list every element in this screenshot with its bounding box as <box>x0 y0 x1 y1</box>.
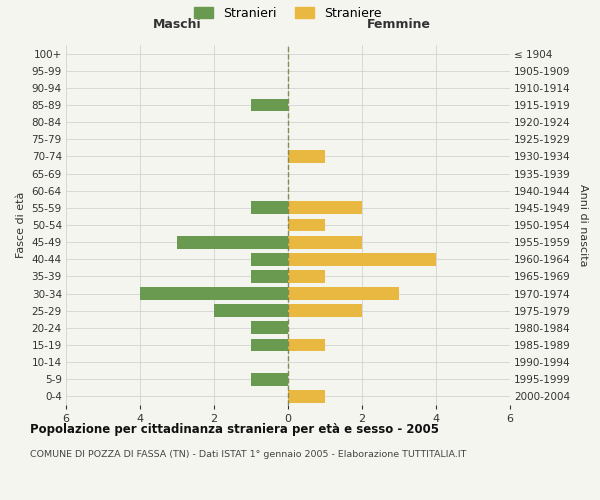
Bar <box>214 304 288 317</box>
Bar <box>288 270 325 283</box>
Bar <box>288 202 362 214</box>
Text: Popolazione per cittadinanza straniera per età e sesso - 2005: Popolazione per cittadinanza straniera p… <box>30 422 439 436</box>
Bar <box>288 236 362 248</box>
Bar <box>177 236 288 248</box>
Bar <box>288 390 325 403</box>
Bar <box>288 150 325 163</box>
Text: COMUNE DI POZZA DI FASSA (TN) - Dati ISTAT 1° gennaio 2005 - Elaborazione TUTTIT: COMUNE DI POZZA DI FASSA (TN) - Dati IST… <box>30 450 466 459</box>
Bar <box>251 98 288 112</box>
Bar <box>140 287 288 300</box>
Bar <box>288 338 325 351</box>
Bar <box>251 322 288 334</box>
Y-axis label: Anni di nascita: Anni di nascita <box>578 184 587 266</box>
Text: Maschi: Maschi <box>152 18 202 30</box>
Bar <box>251 270 288 283</box>
Bar <box>288 304 362 317</box>
Bar <box>288 218 325 232</box>
Bar <box>288 253 436 266</box>
Text: Femmine: Femmine <box>367 18 431 30</box>
Bar <box>251 202 288 214</box>
Bar <box>251 338 288 351</box>
Y-axis label: Fasce di età: Fasce di età <box>16 192 26 258</box>
Legend: Stranieri, Straniere: Stranieri, Straniere <box>188 1 388 26</box>
Bar <box>288 287 399 300</box>
Bar <box>251 253 288 266</box>
Bar <box>251 373 288 386</box>
